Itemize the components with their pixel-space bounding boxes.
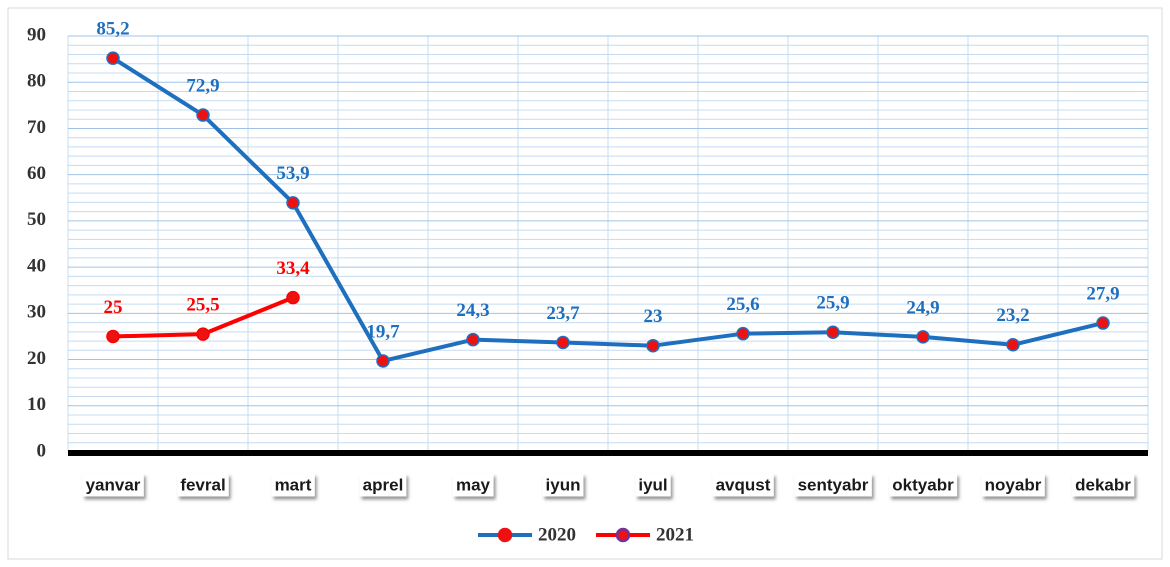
point xyxy=(1096,316,1110,330)
x-tick-label: sentyabr xyxy=(798,475,869,494)
y-tick-label: 10 xyxy=(27,394,46,415)
data-label: 72,9 xyxy=(186,75,219,96)
data-label: 23 xyxy=(644,306,663,327)
x-label-box xyxy=(82,473,144,497)
data-label: 25,9 xyxy=(816,293,849,314)
data-label: 85,2 xyxy=(96,19,129,40)
x-tick-label: iyul xyxy=(638,475,667,494)
point xyxy=(1006,338,1020,352)
x-tick-label: aprel xyxy=(363,475,404,494)
point xyxy=(826,325,840,340)
data-label: 19,7 xyxy=(366,321,400,342)
x-tick-label: mart xyxy=(275,475,312,494)
x-tick-label: fevral xyxy=(180,475,225,494)
x-label-box xyxy=(177,473,229,497)
point xyxy=(556,335,570,350)
legend-marker xyxy=(497,527,513,543)
point xyxy=(376,354,390,368)
x-tick-label: dekabr xyxy=(1075,475,1131,494)
x-tick-label: noyabr xyxy=(985,475,1042,494)
series-line xyxy=(111,56,1104,363)
y-tick-label: 60 xyxy=(27,163,46,184)
point xyxy=(736,326,750,341)
data-label: 23,2 xyxy=(996,305,1029,326)
point xyxy=(646,338,660,353)
point xyxy=(106,329,120,344)
legend-marker xyxy=(615,527,631,543)
x-label-box xyxy=(889,473,958,497)
x-tick-label: may xyxy=(456,475,491,494)
x-label-box xyxy=(981,473,1045,497)
x-tick-label: oktyabr xyxy=(892,475,954,494)
x-label-box xyxy=(271,473,315,497)
data-label: 25 xyxy=(104,297,123,318)
y-tick-label: 30 xyxy=(27,302,46,323)
x-tick-label: iyun xyxy=(546,475,581,494)
data-label: 24,9 xyxy=(906,297,939,318)
x-label-box xyxy=(359,473,407,497)
point xyxy=(466,332,480,347)
legend-label: 2020 xyxy=(538,524,576,545)
data-label: 24,3 xyxy=(456,300,489,321)
y-tick-label: 80 xyxy=(27,71,46,92)
y-tick-label: 0 xyxy=(37,440,47,461)
point xyxy=(196,108,210,122)
x-tick-label: avqust xyxy=(716,475,771,494)
data-label: 53,9 xyxy=(276,163,309,184)
point xyxy=(916,330,930,344)
point xyxy=(286,290,300,305)
y-tick-label: 70 xyxy=(27,117,46,138)
chart-frame xyxy=(7,7,1163,560)
point xyxy=(196,327,210,341)
point xyxy=(286,196,300,210)
x-label-box xyxy=(542,473,584,497)
point xyxy=(106,51,120,65)
x-label-box xyxy=(452,473,494,497)
x-label-box xyxy=(712,473,774,497)
x-label-box xyxy=(1072,473,1135,497)
data-label: 23,7 xyxy=(546,303,580,324)
data-label: 27,9 xyxy=(1086,283,1119,304)
y-tick-label: 40 xyxy=(27,255,46,276)
x-label-box xyxy=(635,473,671,497)
data-label: 25,6 xyxy=(726,294,759,315)
data-label: 25,5 xyxy=(186,294,219,315)
data-label: 33,4 xyxy=(276,258,310,279)
y-tick-label: 50 xyxy=(27,209,46,230)
y-tick-label: 20 xyxy=(27,348,46,369)
y-tick-label: 90 xyxy=(27,24,46,45)
x-label-box xyxy=(794,473,872,497)
legend-label: 2021 xyxy=(656,524,694,545)
x-tick-label: yanvar xyxy=(86,475,141,494)
